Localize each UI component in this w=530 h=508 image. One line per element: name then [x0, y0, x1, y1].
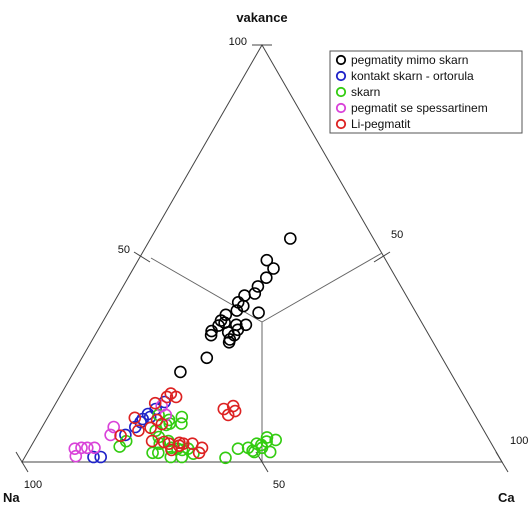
tick-label-right-100: 100 — [510, 435, 528, 447]
data-point-s2-17 — [175, 450, 189, 464]
data-point-s1-9 — [94, 450, 107, 464]
data-point-s4-6 — [155, 417, 169, 431]
data-point-s0-6 — [238, 289, 251, 302]
data-point-s2-29 — [246, 444, 259, 458]
legend-box — [329, 50, 523, 134]
data-point-s2-4 — [175, 417, 188, 430]
data-point-s4-19 — [165, 443, 178, 457]
tick-label-left-100: 100 — [24, 479, 42, 491]
data-point-s2-18 — [187, 447, 200, 461]
data-point-s4-8 — [132, 424, 145, 438]
data-point-s4-23 — [221, 408, 235, 422]
tick-mark-left — [15, 451, 29, 473]
tick-mark-left-50 — [133, 251, 151, 263]
data-point-s4-18 — [192, 446, 206, 460]
data-point-s0-4 — [251, 280, 265, 293]
data-point-s0-9 — [252, 306, 265, 320]
vertex-label-right: Ca — [498, 490, 515, 505]
tick-mark-right — [495, 451, 509, 473]
legend-label-2: skarn — [351, 85, 380, 99]
data-point-s1-4 — [136, 412, 149, 426]
data-point-s2-31 — [263, 445, 277, 459]
data-point-s3-6 — [69, 449, 83, 463]
data-point-s1-8 — [87, 450, 100, 464]
data-point-s0-0 — [283, 232, 297, 245]
data-point-s4-3 — [148, 396, 162, 410]
tick-label-right-50: 50 — [391, 229, 403, 241]
data-point-s1-7 — [119, 428, 132, 442]
legend-label-4: Li-pegmatit — [351, 117, 411, 131]
data-points — [68, 232, 297, 465]
data-point-s0-22 — [205, 324, 218, 338]
data-point-s2-28 — [231, 442, 245, 456]
tick-label-bottom-50: 50 — [273, 479, 285, 491]
data-point-s0-18 — [221, 325, 235, 339]
data-point-s2-30 — [248, 445, 261, 459]
data-point-s4-10 — [145, 434, 159, 448]
data-point-s0-1 — [260, 253, 274, 267]
data-point-s3-4 — [75, 441, 88, 455]
data-point-s4-22 — [228, 404, 242, 418]
data-point-s0-21 — [222, 335, 236, 349]
data-point-s4-9 — [114, 429, 127, 443]
tick-label-top-100: 100 — [229, 36, 247, 48]
tick-mark-right-50 — [373, 251, 391, 263]
data-point-s0-10 — [230, 304, 244, 317]
data-point-s4-1 — [160, 390, 174, 404]
data-point-s0-3 — [259, 271, 273, 285]
legend-marker-3 — [335, 102, 347, 114]
data-point-s0-24 — [200, 351, 214, 365]
data-point-s0-5 — [248, 287, 262, 300]
data-point-s3-1 — [104, 428, 117, 442]
data-point-s4-7 — [144, 421, 157, 435]
legend-marker-4 — [335, 118, 347, 130]
legend: pegmatity mimo skarn kontakt skarn - orto… — [329, 50, 523, 134]
data-point-s2-2 — [175, 410, 189, 424]
legend-label-3: pegmatit se spessartinem — [351, 101, 488, 115]
center-line-right — [261, 252, 383, 323]
data-point-s2-22 — [269, 433, 283, 447]
data-point-s0-2 — [267, 262, 280, 275]
data-point-s3-5 — [68, 442, 82, 456]
data-point-s4-4 — [128, 411, 142, 425]
data-point-s4-15 — [177, 437, 190, 451]
legend-marker-0 — [335, 54, 347, 66]
legend-marker-1 — [335, 70, 347, 82]
data-point-s0-8 — [237, 299, 250, 313]
vertex-label-left: Na — [3, 490, 20, 505]
tick-label-left-50: 50 — [118, 244, 130, 256]
legend-label-0: pegmatity mimo skarn — [351, 53, 468, 67]
data-point-s2-32 — [219, 451, 232, 465]
vertex-label-top: vakance — [236, 10, 287, 25]
legend-marker-2 — [335, 86, 347, 98]
data-point-s0-25 — [174, 365, 187, 379]
data-point-s1-6 — [129, 420, 142, 434]
data-point-s3-3 — [81, 441, 94, 455]
data-point-s0-23 — [204, 328, 218, 342]
data-point-s3-2 — [88, 441, 101, 455]
data-point-s4-2 — [169, 390, 183, 404]
data-point-s3-0 — [107, 420, 120, 434]
legend-label-1: kontakt skarn - ortorula — [351, 69, 474, 83]
data-point-s2-15 — [152, 446, 165, 460]
